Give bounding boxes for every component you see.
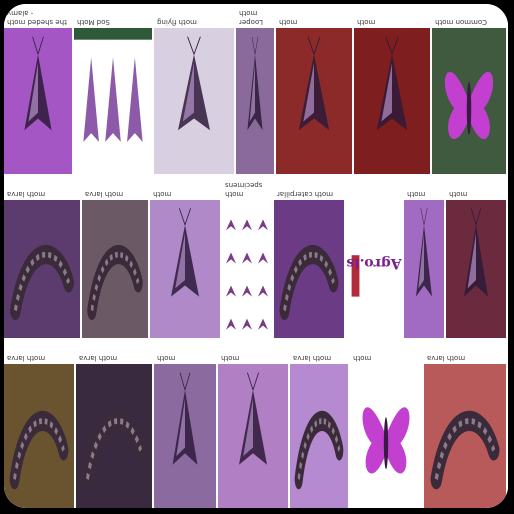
image-result-tile[interactable]: moth	[350, 340, 424, 508]
image-result-thumbnail[interactable]	[222, 200, 272, 338]
image-result-thumbnail[interactable]: Agro.is	[346, 200, 402, 338]
image-result-caption: Looper moth	[239, 9, 263, 26]
image-result-caption: moth larva	[85, 190, 124, 198]
image-result-caption: moth	[449, 190, 468, 198]
image-result-thumbnail[interactable]	[82, 200, 148, 338]
image-result-tile[interactable]: moth	[446, 176, 508, 338]
image-result-caption: moth larva	[293, 354, 332, 362]
image-result-tile[interactable]: moth larva	[290, 340, 350, 508]
image-result-tile[interactable]: moth	[150, 176, 222, 338]
image-result-thumbnail[interactable]	[76, 364, 152, 508]
image-result-thumbnail[interactable]	[4, 364, 74, 508]
image-result-thumbnail[interactable]	[276, 28, 352, 174]
image-result-tile[interactable]: Looper moth	[236, 4, 276, 174]
image-results-grid: the sheded moth - alamy Sod Moth moth fl…	[4, 4, 508, 508]
image-result-thumbnail[interactable]	[404, 200, 444, 338]
image-result-caption: moth	[357, 18, 376, 26]
image-result-tile[interactable]: moth larva	[4, 340, 76, 508]
image-result-caption: moth	[407, 190, 426, 198]
image-result-tile[interactable]: moth larva	[424, 340, 508, 508]
image-result-thumbnail[interactable]	[154, 28, 234, 174]
image-result-tile[interactable]: Common moth	[432, 4, 508, 174]
image-result-caption: moth	[221, 354, 240, 362]
image-result-thumbnail[interactable]	[350, 364, 422, 508]
image-result-caption: moth caterpillar	[277, 190, 334, 198]
image-result-thumbnail[interactable]	[274, 200, 344, 338]
results-row-1: the sheded moth - alamy Sod Moth moth fl…	[4, 4, 508, 174]
image-result-tile[interactable]: moth	[354, 4, 432, 174]
image-result-thumbnail[interactable]	[150, 200, 220, 338]
image-result-thumbnail[interactable]	[4, 28, 72, 174]
image-result-thumbnail[interactable]	[290, 364, 348, 508]
image-result-thumbnail[interactable]	[154, 364, 216, 508]
image-result-thumbnail[interactable]	[4, 200, 80, 338]
image-result-thumbnail[interactable]	[218, 364, 288, 508]
image-result-caption: moth larva	[7, 190, 46, 198]
image-result-tile[interactable]: the sheded moth - alamy	[4, 4, 74, 174]
image-result-caption: moth flying	[157, 18, 197, 26]
image-result-caption: moth larva	[7, 354, 46, 362]
image-result-thumbnail[interactable]	[236, 28, 274, 174]
image-result-caption	[346, 176, 402, 200]
image-result-thumbnail[interactable]	[354, 28, 430, 174]
image-result-thumbnail[interactable]	[432, 28, 506, 174]
image-result-caption: Sod Moth	[77, 18, 110, 26]
image-result-tile[interactable]: moth	[404, 176, 446, 338]
image-result-tile[interactable]: moth	[218, 340, 290, 508]
image-result-thumbnail[interactable]	[74, 28, 152, 174]
image-result-thumbnail[interactable]	[424, 364, 506, 508]
image-result-tile[interactable]: moth larva	[82, 176, 150, 338]
image-result-caption: moth	[153, 190, 172, 198]
image-result-tile[interactable]: moth larva	[4, 176, 82, 338]
image-result-tile[interactable]: moth larva	[76, 340, 154, 508]
results-row-3: moth larva moth larva moth moth moth lar…	[4, 340, 508, 508]
image-result-tile[interactable]: moth caterpillar	[274, 176, 346, 338]
image-result-caption: Common moth	[435, 18, 488, 26]
image-result-caption: moth larva	[427, 354, 466, 362]
image-result-tile[interactable]: moth	[154, 340, 218, 508]
image-result-tile[interactable]: Sod Moth	[74, 4, 154, 174]
image-result-caption: the sheded moth - alamy	[7, 9, 67, 26]
results-row-2: moth larva moth larva moth moth specimen…	[4, 176, 508, 338]
image-result-caption: moth	[353, 354, 372, 362]
image-result-caption: moth larva	[79, 354, 118, 362]
agro-logo-text: Agro.is	[346, 255, 402, 272]
image-result-tile[interactable]: Agro.is	[346, 176, 404, 338]
image-result-tile[interactable]: moth	[276, 4, 354, 174]
image-result-caption: moth specimens	[225, 181, 263, 198]
image-result-caption: moth	[157, 354, 176, 362]
image-result-tile[interactable]: moth flying	[154, 4, 236, 174]
image-result-caption: moth	[279, 18, 298, 26]
image-result-thumbnail[interactable]	[446, 200, 506, 338]
image-result-tile[interactable]: moth specimens	[222, 176, 274, 338]
